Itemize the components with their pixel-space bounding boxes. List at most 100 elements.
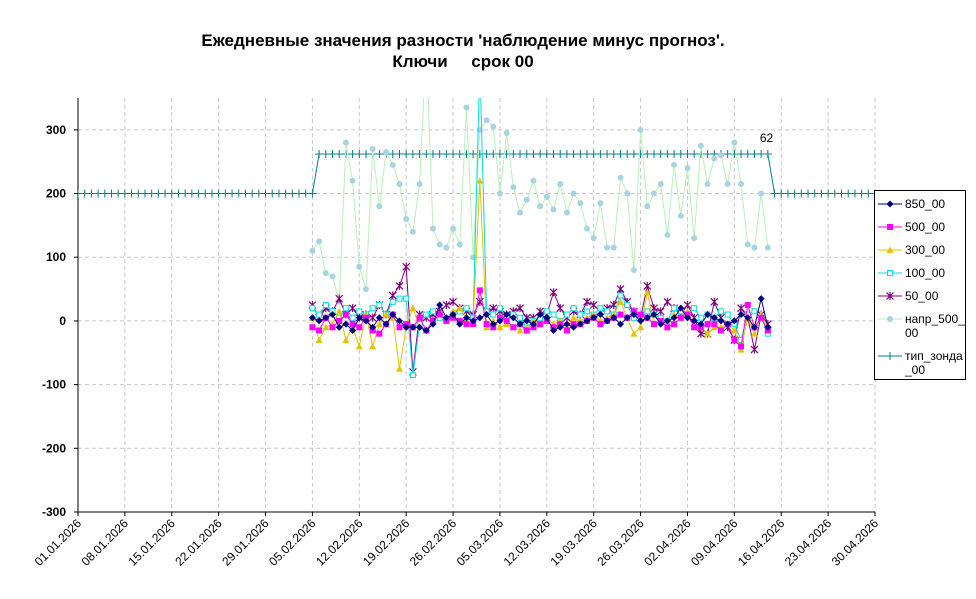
chart-title: Ежедневные значения разности 'наблюдение… (201, 31, 724, 50)
point (329, 311, 337, 319)
point (87, 189, 96, 198)
point (388, 291, 397, 300)
point (577, 311, 584, 318)
point (542, 150, 551, 159)
point (309, 324, 316, 331)
point (335, 307, 343, 315)
point (516, 304, 524, 313)
point (382, 320, 390, 328)
point (376, 330, 383, 337)
x-tick-label: 12.03.2026 (501, 516, 554, 569)
legend-swatch (878, 246, 902, 253)
point (342, 320, 350, 328)
point (703, 150, 712, 159)
point (496, 305, 503, 312)
point (624, 302, 631, 308)
point (738, 343, 745, 350)
point (691, 235, 698, 242)
point (194, 189, 203, 198)
point (469, 150, 478, 159)
x-tick-label: 09.04.2026 (688, 516, 741, 569)
point (697, 142, 704, 149)
point (730, 150, 739, 159)
point (234, 189, 243, 198)
point (637, 317, 645, 325)
point (677, 314, 684, 321)
point (107, 189, 116, 198)
point (389, 311, 397, 319)
point (797, 189, 806, 198)
point (495, 150, 504, 159)
point (563, 209, 570, 216)
point (750, 345, 759, 354)
point (476, 287, 483, 294)
point (429, 225, 436, 232)
point (315, 317, 323, 325)
point (348, 150, 357, 159)
point (886, 352, 894, 360)
point (738, 180, 745, 187)
point (570, 190, 577, 197)
series-layer (78, 98, 875, 379)
point (181, 189, 190, 198)
x-tick-label: 15.01.2026 (126, 516, 179, 569)
point (576, 150, 585, 159)
point (730, 317, 738, 325)
point (490, 123, 497, 130)
point (550, 206, 557, 213)
legend-swatch (878, 200, 902, 208)
x-tick-label: 19.02.2026 (360, 516, 413, 569)
chart-subtitle: Ключи срок 00 (392, 52, 533, 71)
x-tick-label: 26.03.2026 (594, 516, 647, 569)
point (355, 314, 363, 322)
point (415, 150, 424, 159)
point (717, 152, 724, 159)
point (402, 150, 411, 159)
point (201, 189, 210, 198)
point (683, 150, 692, 159)
point (342, 139, 349, 146)
point (362, 286, 369, 293)
point (309, 305, 316, 312)
point (435, 150, 444, 159)
point (167, 189, 176, 198)
point (630, 330, 638, 337)
point (550, 326, 558, 334)
point (871, 189, 875, 198)
point (764, 244, 771, 251)
point (355, 150, 364, 159)
point (697, 314, 704, 321)
point (207, 189, 216, 198)
point (817, 189, 826, 198)
y-tick-label: -200 (42, 441, 66, 455)
point (322, 314, 330, 322)
point (214, 189, 223, 198)
point (395, 281, 404, 290)
point (737, 311, 745, 319)
point (221, 189, 230, 198)
point (503, 317, 510, 324)
point (557, 180, 564, 187)
point (724, 320, 732, 328)
point (616, 150, 625, 159)
legend-entry: 50_00 (875, 289, 965, 303)
point (704, 330, 712, 337)
point (537, 203, 544, 210)
point (696, 329, 705, 338)
point (763, 150, 772, 159)
point (637, 126, 644, 133)
x-tick-label: 22.01.2026 (172, 516, 225, 569)
point (509, 150, 518, 159)
point (349, 326, 357, 334)
point (610, 314, 618, 322)
point (751, 244, 758, 251)
point (449, 297, 457, 306)
point (549, 150, 558, 159)
point (308, 189, 317, 198)
point (657, 320, 665, 328)
y-tick-label: -100 (42, 378, 66, 392)
point (522, 150, 531, 159)
point (396, 295, 403, 302)
x-tick-label: 30.04.2026 (829, 516, 882, 569)
legend-label: 300_00 (905, 243, 946, 257)
